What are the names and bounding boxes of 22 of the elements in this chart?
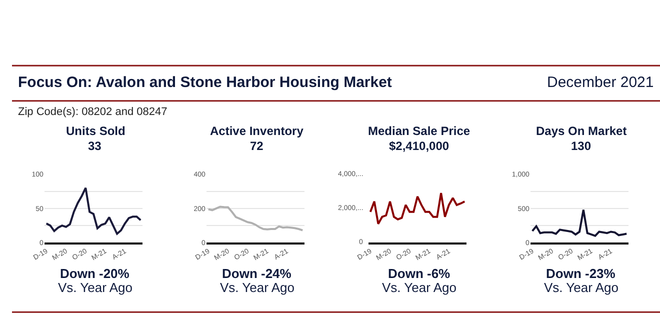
- chart-subtitle: 72: [250, 139, 264, 153]
- chart-subtitle: 130: [571, 139, 592, 153]
- text: Vs. Year Ago: [544, 280, 618, 295]
- text: Vs. Year Ago: [382, 280, 456, 295]
- chart-subtitle: $2,410,000: [389, 139, 450, 153]
- text: Down -24%: [222, 266, 292, 281]
- chart-title: Active Inventory: [210, 124, 304, 138]
- chart-title: Median Sale Price: [368, 124, 470, 138]
- chart-title: Units Sold: [66, 124, 126, 138]
- line-series: [531, 208, 628, 237]
- text: December 2021: [547, 74, 654, 91]
- text: Down -20%: [60, 266, 130, 281]
- chart-title: Days On Market: [536, 124, 627, 138]
- text: Down -6%: [388, 266, 451, 281]
- line-series: [207, 206, 304, 232]
- line-series: [45, 186, 142, 235]
- text: Focus On: Avalon and Stone Harbor Housing Market: [18, 74, 392, 91]
- chart-subtitle: 33: [88, 139, 102, 153]
- text: Vs. Year Ago: [220, 280, 294, 295]
- text: Vs. Year Ago: [58, 280, 132, 295]
- text: Zip Code(s): 08202 and 08247: [18, 106, 168, 118]
- text: Down -23%: [546, 266, 616, 281]
